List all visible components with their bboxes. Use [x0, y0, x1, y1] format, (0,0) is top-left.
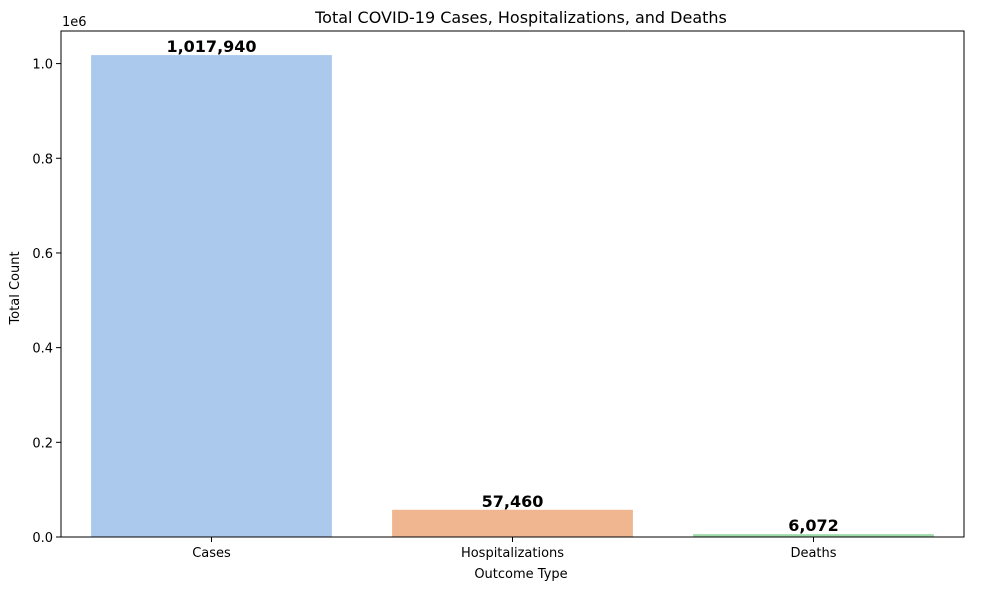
chart-title: Total COVID-19 Cases, Hospitalizations, …: [314, 8, 727, 27]
y-tick-label: 0.6: [32, 247, 53, 262]
x-tick-label-deaths: Deaths: [790, 546, 836, 561]
x-tick-label-cases: Cases: [192, 546, 231, 561]
bar-deaths: [693, 534, 934, 537]
y-offset-text: 1e6: [62, 15, 87, 30]
y-tick-label: 0.4: [32, 342, 53, 357]
y-axis-label: Total Count: [8, 251, 23, 325]
data-label-cases: 1,017,940: [166, 37, 256, 56]
data-labels-group: 1,017,940 57,460 6,072: [166, 37, 838, 535]
data-label-deaths: 6,072: [788, 516, 839, 535]
x-axis-label: Outcome Type: [474, 567, 567, 582]
bars-group: [91, 55, 934, 537]
data-label-hospitalizations: 57,460: [482, 492, 544, 511]
y-tick-label: 0.0: [32, 531, 53, 546]
y-axis: 0.0 0.2 0.4 0.6 0.8 1.0: [32, 58, 61, 546]
bar-hospitalizations: [392, 509, 633, 537]
y-tick-label: 1.0: [32, 58, 53, 73]
bar-cases: [91, 55, 332, 537]
y-tick-label: 0.2: [32, 436, 53, 451]
x-axis: Cases Hospitalizations Deaths: [192, 537, 837, 561]
y-tick-label: 0.8: [32, 152, 53, 167]
x-tick-label-hospitalizations: Hospitalizations: [461, 546, 564, 561]
